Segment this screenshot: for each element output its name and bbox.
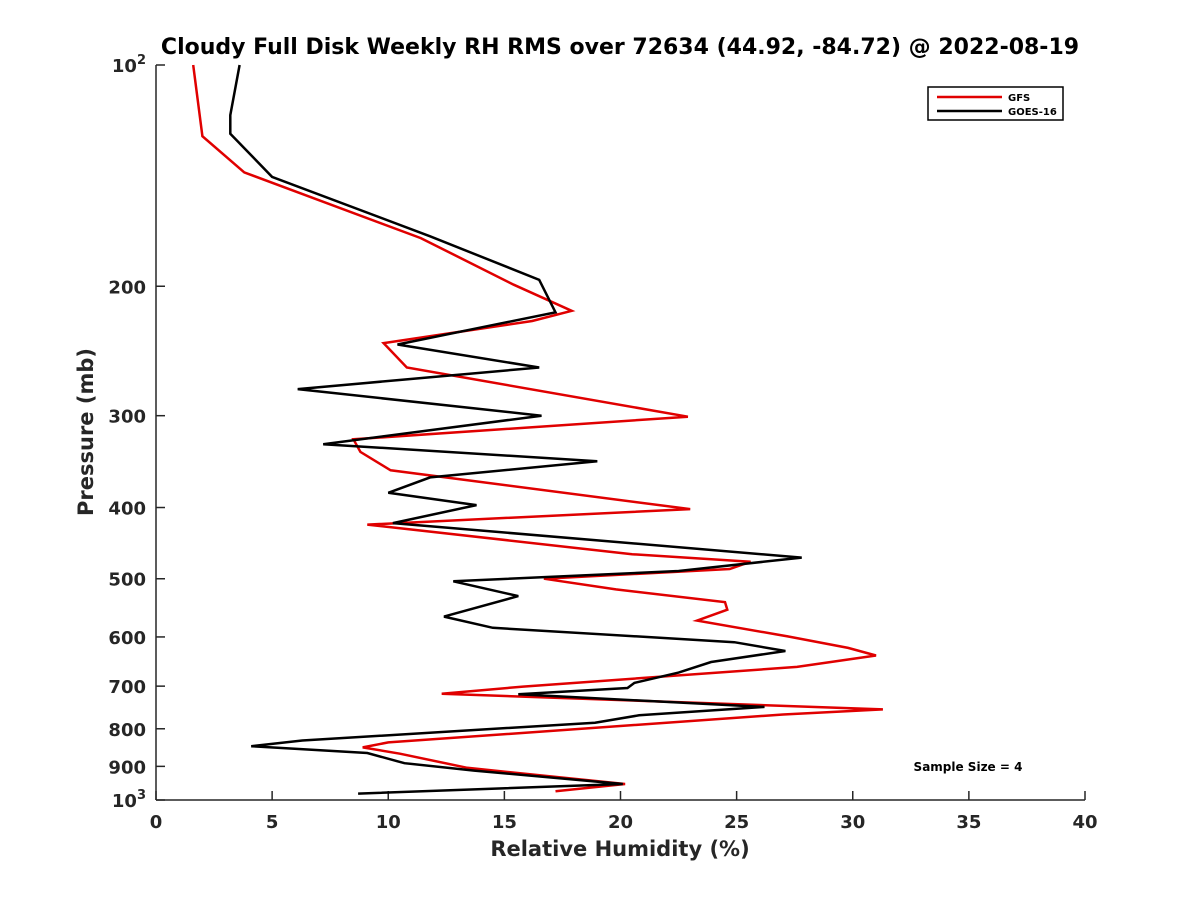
y-tick-exponent: 3 (137, 788, 146, 803)
legend: GFS GOES-16 (927, 86, 1064, 121)
y-tick-base: 10 (112, 791, 137, 812)
legend-box (927, 86, 1064, 121)
y-tick-base: 10 (112, 56, 137, 77)
x-tick-label: 40 (1072, 812, 1097, 833)
sample-size-note: Sample Size = 4 (914, 760, 1023, 774)
x-tick-label: 20 (608, 812, 633, 833)
x-axis-label: Relative Humidity (%) (490, 837, 749, 861)
series-line-gfs (191, 64, 883, 793)
x-tick-label: 10 (376, 812, 401, 833)
y-tick-label: 800 (108, 720, 146, 741)
series-lines (191, 64, 883, 795)
y-tick-label: 900 (108, 757, 146, 778)
x-tick-label: 35 (956, 812, 981, 833)
y-tick-label: 200 (108, 277, 146, 298)
y-tick-label: 500 (108, 570, 146, 591)
legend-label-goes16: GOES-16 (1008, 107, 1057, 118)
y-tick-exponent: 2 (137, 53, 146, 68)
y-tick-label: 300 (108, 407, 146, 428)
x-tick-label: 5 (266, 812, 279, 833)
x-tick-label: 0 (150, 812, 163, 833)
y-axis-label: Pressure (mb) (74, 348, 98, 516)
y-tick-label: 103 (112, 788, 146, 812)
chart-title: Cloudy Full Disk Weekly RH RMS over 7263… (161, 35, 1079, 60)
y-tick-label: 102 (112, 53, 146, 77)
x-tick-label: 25 (724, 812, 749, 833)
legend-label-gfs: GFS (1008, 93, 1030, 104)
x-ticks: 0 5 10 15 20 25 30 35 40 (150, 791, 1098, 833)
series-line-goes16 (229, 64, 802, 795)
y-tick-label: 600 (108, 628, 146, 649)
y-tick-label: 400 (108, 499, 146, 520)
y-tick-label: 700 (108, 677, 146, 698)
x-tick-label: 15 (492, 812, 517, 833)
x-tick-label: 30 (840, 812, 865, 833)
